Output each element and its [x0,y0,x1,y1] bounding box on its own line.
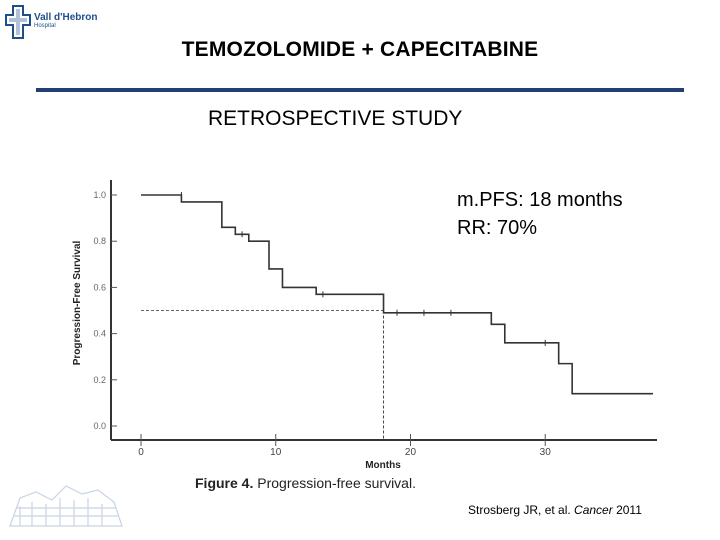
y-tick-label: 0.8 [93,236,106,246]
rr-text: RR: 70% [457,217,538,239]
slide-subtitle: RETROSPECTIVE STUDY [208,107,463,130]
y-tick-label: 0.6 [93,282,106,292]
hospital-building-watermark-icon [9,485,123,527]
citation-journal: Cancer [574,503,613,517]
x-tick-label: 20 [405,447,417,458]
figure-caption-label: Figure 4. [195,475,253,491]
x-tick-label: 30 [540,447,552,458]
survival-curve [141,194,653,395]
x-tick-label: 0 [138,447,144,458]
hospital-logo: Vall d'Hebron Hospital [4,4,99,44]
title-divider [36,88,684,92]
logo-sub: Hospital [34,23,56,29]
y-tick-label: 1.0 [93,190,106,200]
y-tick-label: 0.4 [93,329,106,339]
citation-authors: Strosberg JR, et al. [468,503,575,517]
y-tick-label: 0.2 [93,375,106,385]
x-axis-label: Months [365,460,401,471]
results-annotation: m.PFS: 18 months RR: 70% [457,186,623,242]
x-tick-label: 10 [270,447,282,458]
slide-title: TEMOZOLOMIDE + CAPECITABINE [0,38,720,62]
figure-caption-text: Progression-free survival. [253,475,416,491]
hospital-watermark [6,472,126,537]
figure-caption: Figure 4. Progression-free survival. [195,475,416,491]
y-tick-label: 0.0 [93,421,106,431]
km-survival-chart: 0.0 0.2 0.4 0.6 0.8 1.0 0 10 20 30 Progression-Fr… [72,180,657,491]
cross-logo-icon [5,5,31,39]
mpfs-text: m.PFS: 18 months [457,189,623,211]
citation-year: 2011 [612,503,642,517]
slide-title-text: TEMOZOLOMIDE + CAPECITABINE [181,38,539,61]
logo-name: Vall d'Hebron [34,12,98,23]
y-axis-label: Progression-Free Survival [72,241,83,366]
citation: Strosberg JR, et al. Cancer 2011 [468,503,642,517]
